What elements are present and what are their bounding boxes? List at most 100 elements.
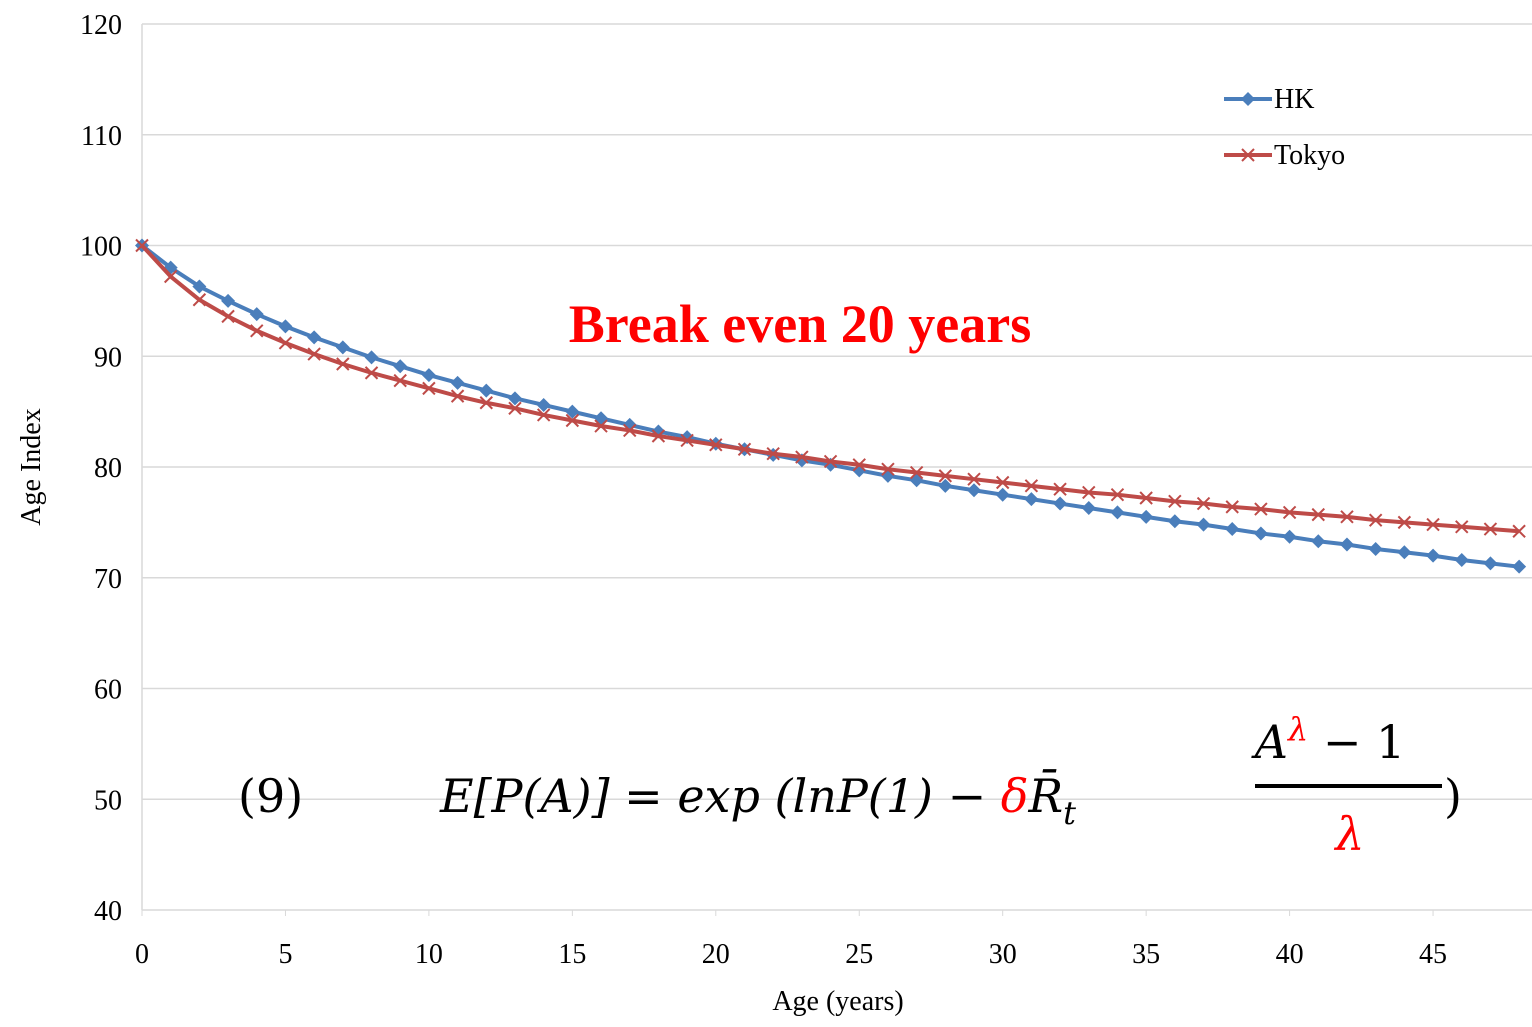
equation-sub: t bbox=[1063, 794, 1076, 832]
series-line bbox=[140, 244, 1520, 534]
y-tick-label: 110 bbox=[81, 121, 122, 152]
marker bbox=[221, 293, 236, 308]
marker bbox=[1196, 496, 1211, 511]
marker bbox=[1426, 517, 1440, 532]
annotation: Break even 20 years bbox=[569, 294, 1031, 354]
marker bbox=[221, 309, 235, 324]
marker bbox=[709, 438, 723, 452]
marker bbox=[995, 475, 1010, 490]
marker bbox=[909, 473, 924, 488]
marker bbox=[737, 442, 752, 456]
x-tick-label: 5 bbox=[278, 939, 292, 970]
marker bbox=[163, 269, 178, 284]
x-tick-label: 20 bbox=[702, 939, 730, 970]
x-tick-label: 45 bbox=[1419, 939, 1447, 970]
marker bbox=[249, 307, 264, 322]
marker bbox=[278, 319, 293, 334]
marker bbox=[1512, 559, 1527, 574]
marker bbox=[422, 381, 436, 396]
marker bbox=[192, 293, 207, 307]
marker bbox=[1311, 534, 1326, 549]
marker bbox=[823, 454, 838, 469]
y-tick-label: 120 bbox=[80, 10, 122, 41]
marker bbox=[479, 396, 493, 410]
marker bbox=[1483, 556, 1498, 571]
marker bbox=[1053, 482, 1067, 496]
marker bbox=[1110, 487, 1125, 502]
equation-numerator: Aλ − 1 bbox=[1251, 710, 1406, 769]
equation-num-exp: λ bbox=[1286, 710, 1308, 748]
x-tick-label: 10 bbox=[415, 939, 443, 970]
legend-label: HK bbox=[1274, 84, 1314, 115]
equation-r: R̄ bbox=[1027, 768, 1063, 823]
x-tick-label: 25 bbox=[845, 939, 873, 970]
marker bbox=[1253, 526, 1268, 541]
equation-num-rest: − 1 bbox=[1308, 715, 1405, 769]
marker bbox=[421, 368, 436, 383]
equation: E[P(A)] = exp (lnP(1) − δR̄t bbox=[439, 768, 1076, 832]
marker bbox=[1339, 537, 1354, 552]
marker bbox=[1282, 505, 1297, 520]
marker bbox=[651, 429, 666, 443]
marker bbox=[393, 359, 408, 374]
marker bbox=[278, 336, 293, 350]
marker bbox=[766, 447, 780, 461]
y-tick-label: 80 bbox=[94, 453, 122, 484]
marker bbox=[307, 330, 322, 345]
x-tick-label: 15 bbox=[558, 939, 586, 970]
y-tick-label: 60 bbox=[94, 675, 122, 706]
equation-num-base: A bbox=[1251, 715, 1288, 769]
y-axis-label: Age Index bbox=[16, 408, 47, 525]
marker bbox=[1024, 479, 1039, 493]
marker bbox=[192, 279, 207, 294]
marker bbox=[1340, 510, 1354, 524]
marker bbox=[1254, 502, 1268, 516]
marker bbox=[335, 340, 350, 355]
marker bbox=[594, 419, 608, 433]
marker bbox=[1426, 548, 1441, 563]
marker bbox=[1311, 507, 1325, 522]
marker bbox=[852, 458, 866, 472]
marker bbox=[479, 383, 494, 398]
x-tick-label: 35 bbox=[1132, 939, 1160, 970]
y-tick-label: 70 bbox=[94, 564, 122, 595]
marker bbox=[1168, 494, 1182, 509]
marker bbox=[881, 462, 895, 476]
marker bbox=[1053, 496, 1068, 511]
marker bbox=[536, 397, 551, 412]
y-tick-label: 40 bbox=[94, 896, 122, 927]
y-tick-label: 100 bbox=[80, 232, 122, 263]
marker bbox=[1110, 505, 1125, 520]
equation-lhs: E[P(A)] = exp (lnP(1) − bbox=[439, 769, 1001, 823]
marker bbox=[909, 465, 924, 480]
marker bbox=[1225, 500, 1239, 514]
marker bbox=[1241, 148, 1255, 162]
marker bbox=[1167, 514, 1182, 529]
x-tick-label: 40 bbox=[1276, 939, 1304, 970]
marker bbox=[450, 389, 465, 403]
marker bbox=[1454, 553, 1469, 568]
marker bbox=[1241, 92, 1255, 106]
marker bbox=[680, 433, 694, 448]
x-tick-label: 30 bbox=[989, 939, 1017, 970]
marker bbox=[1483, 522, 1498, 536]
legend-label: Tokyo bbox=[1274, 140, 1345, 171]
marker bbox=[967, 472, 981, 486]
marker bbox=[1225, 522, 1240, 537]
equation-den: λ bbox=[1333, 807, 1364, 861]
marker bbox=[1368, 513, 1383, 527]
marker bbox=[393, 373, 407, 388]
x-axis-label: Age (years) bbox=[772, 986, 903, 1017]
y-tick-label: 50 bbox=[94, 785, 122, 816]
marker bbox=[1139, 491, 1153, 505]
equation-number: (9) bbox=[238, 769, 303, 823]
marker bbox=[938, 478, 953, 493]
marker bbox=[507, 391, 522, 406]
marker bbox=[938, 469, 953, 483]
marker bbox=[1397, 545, 1412, 560]
marker bbox=[795, 450, 809, 464]
marker bbox=[995, 487, 1010, 502]
marker bbox=[1368, 541, 1383, 556]
